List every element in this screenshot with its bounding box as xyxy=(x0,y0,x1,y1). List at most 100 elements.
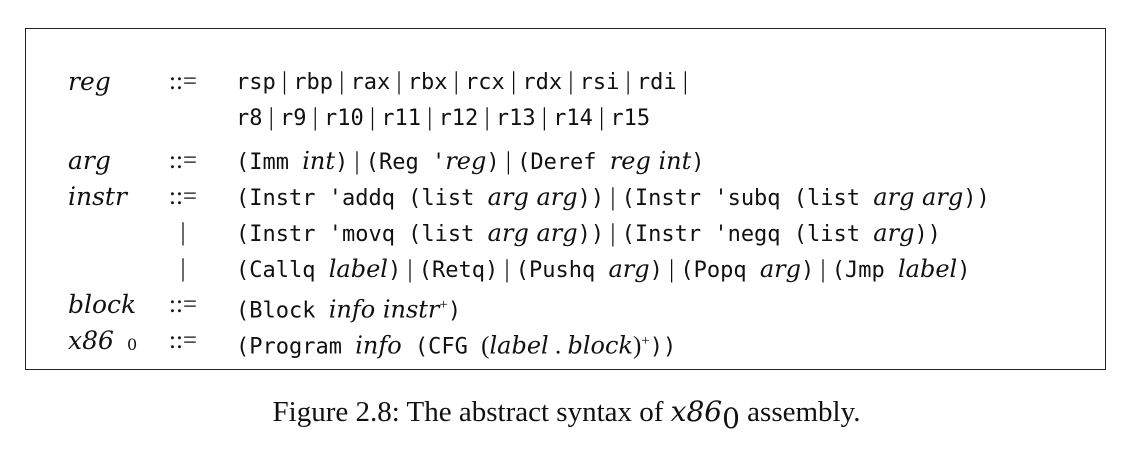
terminal-token: r8 xyxy=(236,106,263,131)
terminal-token: r11 xyxy=(381,106,422,131)
grammar-punctuation: | xyxy=(333,68,351,95)
metavariable: reg xyxy=(445,147,487,175)
production-rhs: (Imm int) | (Reg 'reg) | (Deref reg int) xyxy=(236,143,705,181)
terminal-token: r9 xyxy=(280,106,307,131)
grammar-punctuation: | xyxy=(619,68,637,95)
terminal-token: rdi xyxy=(636,70,677,95)
metavariable: label xyxy=(898,255,958,283)
terminal-token: rax xyxy=(350,70,391,95)
terminal-token: rsp xyxy=(236,70,276,95)
grammar-punctuation: | xyxy=(592,104,611,131)
repetition-superscript: + xyxy=(641,333,650,349)
terminal-token: rdx xyxy=(522,70,563,95)
grammar-punctuation: | xyxy=(814,256,832,283)
terminal-token: (Instr 'addq (list xyxy=(236,186,488,211)
nonterminal: reg xyxy=(68,67,111,96)
terminal-token: ) xyxy=(957,258,971,283)
terminal-token: ) xyxy=(335,150,349,175)
metavariable: label xyxy=(328,255,388,283)
terminal-token: r15 xyxy=(610,106,651,131)
grammar-punctuation: ) xyxy=(632,332,642,360)
terminal-token: )) xyxy=(649,334,677,360)
terminal-token: r14 xyxy=(553,106,593,131)
production-rhs: (Program info (CFG (label . block)+)) xyxy=(236,323,676,366)
nonterminal-subscript: 0 xyxy=(127,335,138,354)
terminal-token: rcx xyxy=(465,70,505,95)
terminal-token: r13 xyxy=(495,106,536,131)
grammar-punctuation: | xyxy=(535,104,554,131)
production-rhs: (Instr 'movq (list arg arg)) | (Instr 'n… xyxy=(236,215,941,253)
grammar-punctuation: | xyxy=(363,104,382,131)
grammar-punctuation: | xyxy=(390,68,408,95)
grammar-box: reg::= rsp | rbp | rax | rbx | rcx | rdx … xyxy=(25,28,1106,370)
production-operator: ::= xyxy=(169,183,197,210)
terminal-token: )) xyxy=(577,186,605,211)
terminal-token: (Callq xyxy=(236,258,329,283)
production-operator: | xyxy=(180,219,186,246)
grammar-punctuation: | xyxy=(562,68,580,95)
terminal-token: ) xyxy=(691,150,705,175)
terminal-token: )) xyxy=(914,222,941,247)
terminal-token: ) xyxy=(486,150,500,175)
production-rhs: rsp | rbp | rax | rbx | rcx | rdx | rsi … xyxy=(236,64,688,101)
metavariable: block xyxy=(567,331,633,360)
grammar-row: instr::= (Instr 'addq (list arg arg)) | (… xyxy=(26,179,1105,215)
nonterminal: instr xyxy=(68,182,127,211)
terminal-token: ) xyxy=(387,258,402,283)
terminal-token: (Block xyxy=(236,298,329,324)
caption-suffix: assembly. xyxy=(739,396,861,428)
metavariable: arg arg xyxy=(487,183,578,211)
terminal-token: (Instr 'movq (list xyxy=(236,222,488,247)
terminal-token: ) xyxy=(649,258,663,283)
caption-subscript: 0 xyxy=(722,401,740,435)
terminal-token: )) xyxy=(577,222,605,247)
grammar-punctuation: | xyxy=(478,104,496,131)
terminal-token: (Jmp xyxy=(831,258,898,283)
grammar-punctuation: | xyxy=(498,256,516,283)
grammar-row: | (Callq label) | (Retq) | (Pushq arg) | … xyxy=(26,251,1105,287)
terminal-token: (CFG xyxy=(401,334,482,360)
production-operator: ::= xyxy=(169,327,197,354)
grammar-punctuation: . xyxy=(548,332,568,360)
production-rhs: (Block info instr+) xyxy=(236,287,461,330)
grammar-row: block::= (Block info instr+) xyxy=(26,287,1105,324)
terminal-token: ) xyxy=(447,298,462,324)
terminal-token: rbp xyxy=(293,70,334,95)
grammar-punctuation: | xyxy=(604,220,622,247)
caption-prefix: Figure 2.8: The abstract syntax of xyxy=(272,396,671,428)
terminal-token: (Instr 'negq (list xyxy=(621,222,874,247)
terminal-token: (Deref xyxy=(517,150,610,175)
grammar-punctuation: | xyxy=(662,256,681,283)
grammar-row: arg::= (Imm int) | (Reg 'reg) | (Deref re… xyxy=(26,143,1105,179)
metavariable: info xyxy=(355,331,402,360)
figure-caption: Figure 2.8: The abstract syntax of x860 … xyxy=(0,392,1133,439)
terminal-token: rbx xyxy=(407,70,448,95)
metavariable: info instr xyxy=(328,295,440,324)
metavariable: int xyxy=(302,147,336,175)
terminal-token: rsi xyxy=(579,70,620,95)
grammar-punctuation: | xyxy=(676,68,688,95)
terminal-token: (Program xyxy=(236,334,356,360)
production-operator: | xyxy=(180,255,186,282)
grammar-punctuation: | xyxy=(401,256,419,283)
production-rhs: (Instr 'addq (list arg arg)) | (Instr 's… xyxy=(236,179,990,217)
terminal-token: r12 xyxy=(438,106,479,131)
grammar-punctuation: | xyxy=(262,104,281,131)
production-rhs: (Callq label) | (Retq) | (Pushq arg) | (… xyxy=(236,251,970,289)
grammar-punctuation: | xyxy=(348,148,366,175)
metavariable: arg xyxy=(608,255,650,283)
terminal-token: )) xyxy=(963,186,990,211)
metavariable: label xyxy=(489,331,549,360)
grammar-row: r8 | r9 | r10 | r11 | r12 | r13 | r14 | … xyxy=(26,100,1105,136)
grammar-punctuation: | xyxy=(447,68,466,95)
grammar-punctuation: | xyxy=(306,104,325,131)
grammar-punctuation: | xyxy=(504,68,523,95)
terminal-token: (Pushq xyxy=(515,258,609,283)
terminal-token: (Retq) xyxy=(418,258,499,283)
terminal-token: (Reg ' xyxy=(365,150,446,175)
grammar-punctuation: | xyxy=(421,104,439,131)
terminal-token: (Instr 'subq (list xyxy=(621,186,874,211)
repetition-superscript: + xyxy=(439,297,448,313)
terminal-token: r10 xyxy=(324,106,364,131)
terminal-token: ) xyxy=(801,258,815,283)
